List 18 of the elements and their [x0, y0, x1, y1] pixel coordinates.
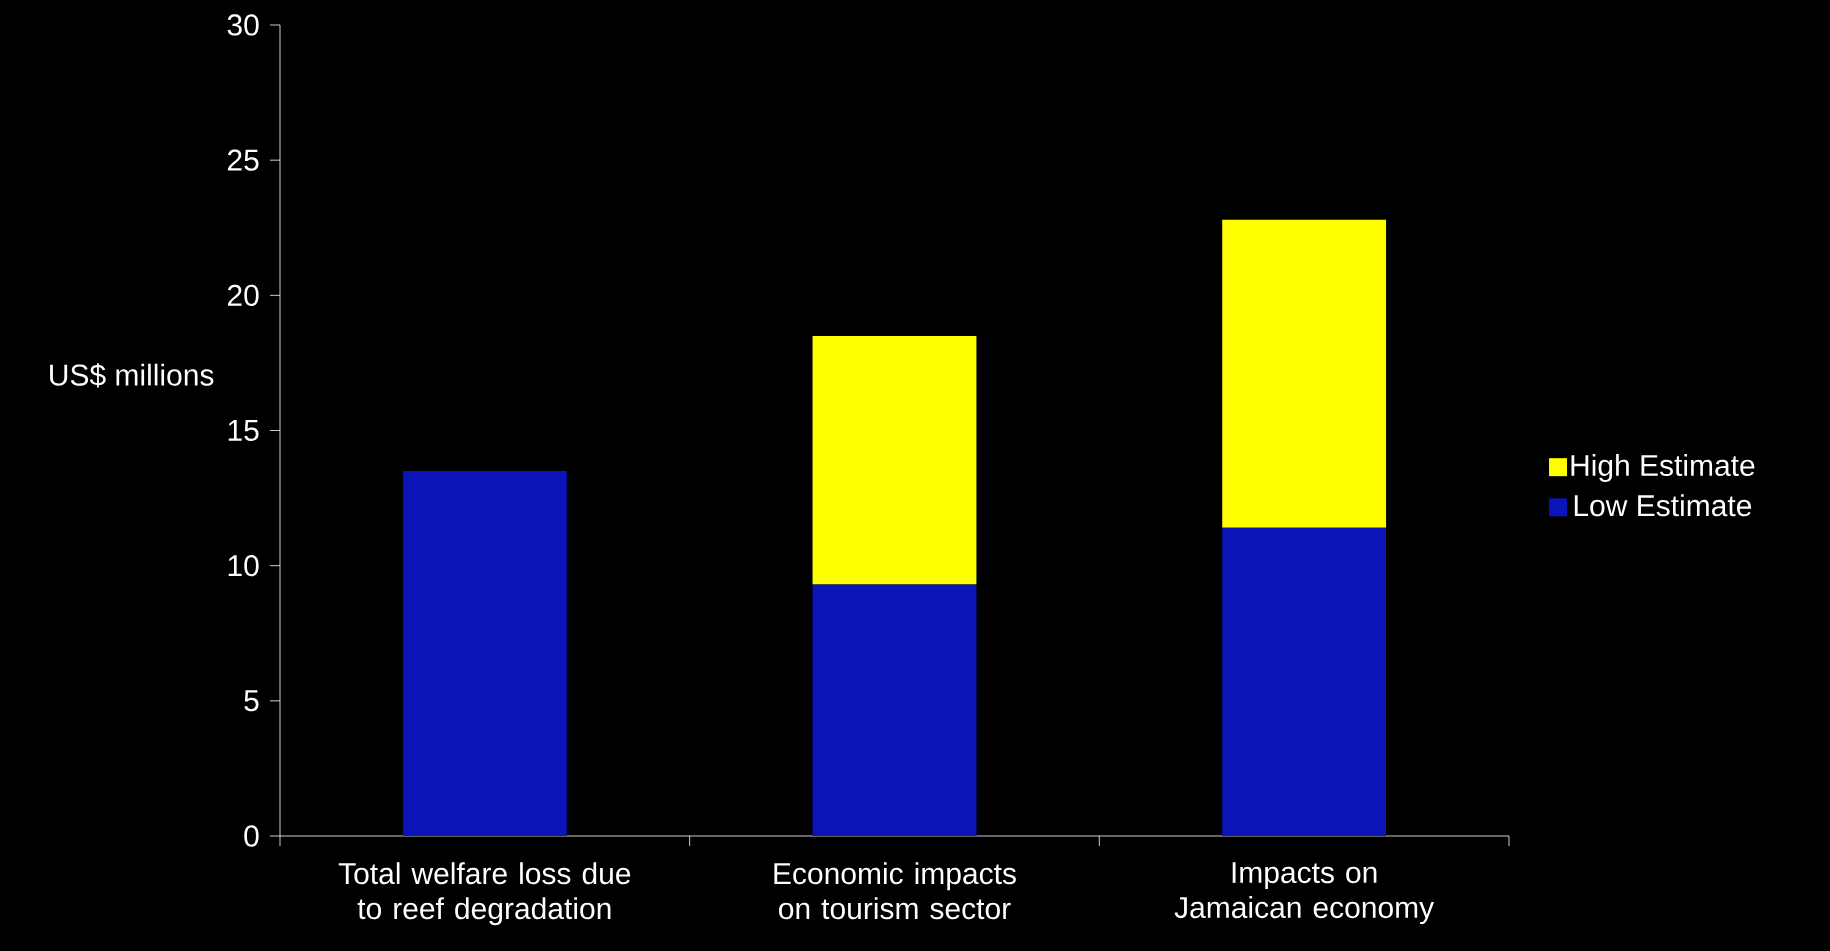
bar — [1222, 527, 1387, 836]
bar — [812, 584, 977, 836]
bar — [402, 471, 567, 836]
bar — [812, 335, 977, 585]
legend-label: Low Estimate — [1574, 494, 1752, 517]
y-tick-label: 10 — [228, 555, 259, 577]
y-tick-label: 25 — [227, 149, 259, 171]
x-tick-label: Economic impacts on tourism sector — [774, 862, 1016, 920]
y-axis-title: US$ millions — [50, 363, 214, 388]
x-tick-label: Impacts on Jamaican economy — [1174, 862, 1435, 925]
y-tick-label: 20 — [227, 284, 259, 306]
legend-label: High Estimate — [1571, 454, 1755, 482]
y-tick-label: 0 — [244, 825, 259, 847]
bar — [1222, 219, 1387, 528]
y-tick-label: 15 — [228, 420, 259, 441]
y-tick-label: 5 — [244, 690, 259, 712]
x-tick-label: Total welfare loss due to reef degradation — [338, 862, 631, 926]
y-tick-label: 30 — [227, 14, 259, 36]
